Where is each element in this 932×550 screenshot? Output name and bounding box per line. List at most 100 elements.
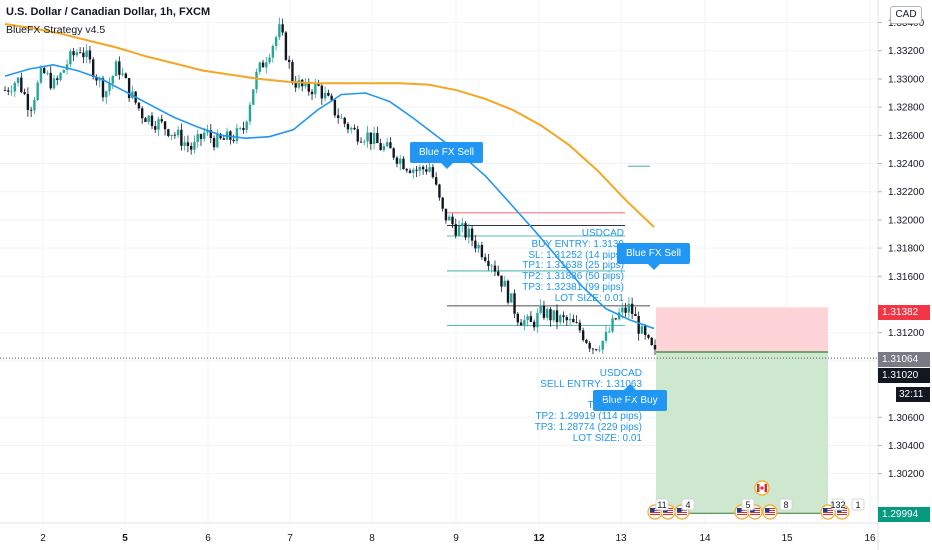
y-tick-label: 1.31200: [888, 328, 925, 339]
buy-info-line-1: BUY ENTRY: 1.3139: [531, 238, 624, 250]
candle-body: [118, 61, 121, 75]
x-tick-label: 9: [453, 533, 459, 544]
candle-body: [333, 99, 337, 116]
candle-body: [572, 318, 575, 323]
candle-body: [287, 59, 291, 63]
candle-body: [160, 119, 163, 122]
candle-body: [69, 51, 72, 65]
event-count: 8: [779, 498, 793, 511]
candle-body: [634, 313, 637, 317]
candle-body: [608, 331, 611, 333]
candle-body: [150, 115, 154, 127]
candle-body: [255, 71, 258, 90]
candle-body: [428, 167, 431, 172]
candle-body: [415, 169, 418, 171]
us-flag-icon: [762, 504, 778, 520]
candle-body: [395, 157, 399, 164]
candle-body: [575, 322, 578, 324]
candle-body: [591, 348, 595, 350]
candle-body: [490, 265, 493, 267]
x-tick-label: 2: [40, 533, 46, 544]
entry-price-label: 1.31064: [878, 352, 930, 367]
event-count: 11: [655, 498, 669, 511]
candles: [3, 17, 657, 356]
x-tick-label: 6: [205, 533, 211, 544]
event-count: 5: [741, 498, 755, 511]
candle-body: [346, 123, 350, 130]
candle-body: [173, 134, 177, 136]
candle-body: [418, 166, 422, 171]
candle-body: [552, 310, 555, 321]
x-tick-label: 13: [615, 533, 627, 544]
sell-info-line-4: TP2: 1.29919 (114 pips): [535, 411, 642, 423]
candle-body: [369, 132, 373, 144]
candle-body: [451, 216, 454, 225]
candle-body: [644, 326, 647, 335]
candle-body: [56, 78, 59, 80]
candle-body: [140, 108, 144, 119]
candle-body: [121, 73, 124, 75]
candle-body: [448, 216, 451, 221]
candle-body: [105, 91, 108, 98]
event-count: 132: [830, 498, 846, 511]
candle-body: [111, 75, 114, 84]
candle-body: [65, 64, 69, 70]
candle-body: [163, 121, 167, 130]
indicator-title[interactable]: BlueFX Strategy v4.5: [6, 24, 106, 36]
canada-flag-icon: [754, 480, 770, 496]
candle-body: [637, 316, 640, 334]
trade-zones: [656, 307, 828, 514]
candle-body: [588, 342, 591, 349]
currency-badge[interactable]: CAD: [890, 6, 922, 24]
candle-body: [91, 59, 95, 78]
candle-body: [503, 280, 506, 287]
event-count: 4: [681, 498, 695, 511]
candle-body: [183, 142, 186, 146]
time-axis: 2 5 6 7 8 9 12 13 14 15 16: [40, 533, 876, 544]
candle-body: [464, 223, 467, 238]
candle-body: [402, 158, 405, 170]
candle-body: [248, 104, 252, 122]
candle-body: [598, 349, 601, 351]
candle-body: [627, 303, 631, 313]
price-axis: 1.334001.332001.330001.328001.326001.324…: [878, 18, 925, 480]
candle-body: [546, 309, 549, 318]
candle-body: [405, 169, 408, 171]
candle-body: [3, 90, 7, 92]
candle-body: [10, 91, 13, 93]
svg-text:11: 11: [657, 500, 666, 510]
candle-body: [265, 62, 268, 68]
candle-body: [42, 68, 46, 74]
candle-body: [549, 309, 552, 321]
candle-body: [356, 129, 359, 142]
candle-body: [359, 141, 363, 143]
candle-body: [425, 169, 428, 172]
candle-body: [630, 303, 634, 314]
candle-body: [157, 119, 160, 130]
candle-body: [23, 92, 26, 94]
candle-body: [39, 68, 43, 83]
candle-body: [444, 208, 448, 221]
candle-body: [323, 92, 327, 99]
candle-body: [88, 50, 92, 60]
candle-body: [137, 102, 141, 109]
svg-text:8: 8: [783, 500, 788, 510]
x-tick-label: 14: [699, 533, 711, 544]
candle-body: [278, 24, 281, 38]
moving-averages: [4, 23, 655, 330]
candle-body: [617, 312, 621, 320]
candle-body: [216, 133, 219, 148]
trade-levels: [447, 165, 650, 326]
svg-text:5: 5: [745, 500, 750, 510]
candle-body: [245, 121, 248, 130]
candle-body: [353, 127, 356, 130]
candle-body: [647, 334, 650, 338]
sell-info-line-1: SELL ENTRY: 1.31063: [540, 378, 642, 390]
candle-body: [336, 115, 340, 118]
candle-body: [457, 225, 461, 236]
candle-body: [203, 132, 206, 139]
candle-body: [474, 240, 477, 249]
x-tick-label: 15: [781, 533, 793, 544]
